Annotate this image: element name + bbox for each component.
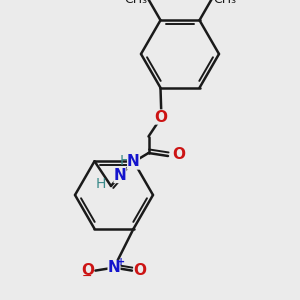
Text: N: N: [114, 168, 126, 183]
Text: H: H: [96, 177, 106, 191]
Text: −: −: [82, 269, 92, 283]
Text: N: N: [127, 154, 140, 169]
Text: CH₃: CH₃: [124, 0, 147, 6]
Text: O: O: [172, 147, 185, 162]
Text: H: H: [119, 154, 130, 168]
Text: O: O: [134, 263, 146, 278]
Text: +: +: [116, 257, 125, 267]
Text: O: O: [81, 263, 94, 278]
Text: O: O: [154, 110, 167, 124]
Text: CH₃: CH₃: [213, 0, 236, 6]
Text: N: N: [108, 260, 120, 275]
